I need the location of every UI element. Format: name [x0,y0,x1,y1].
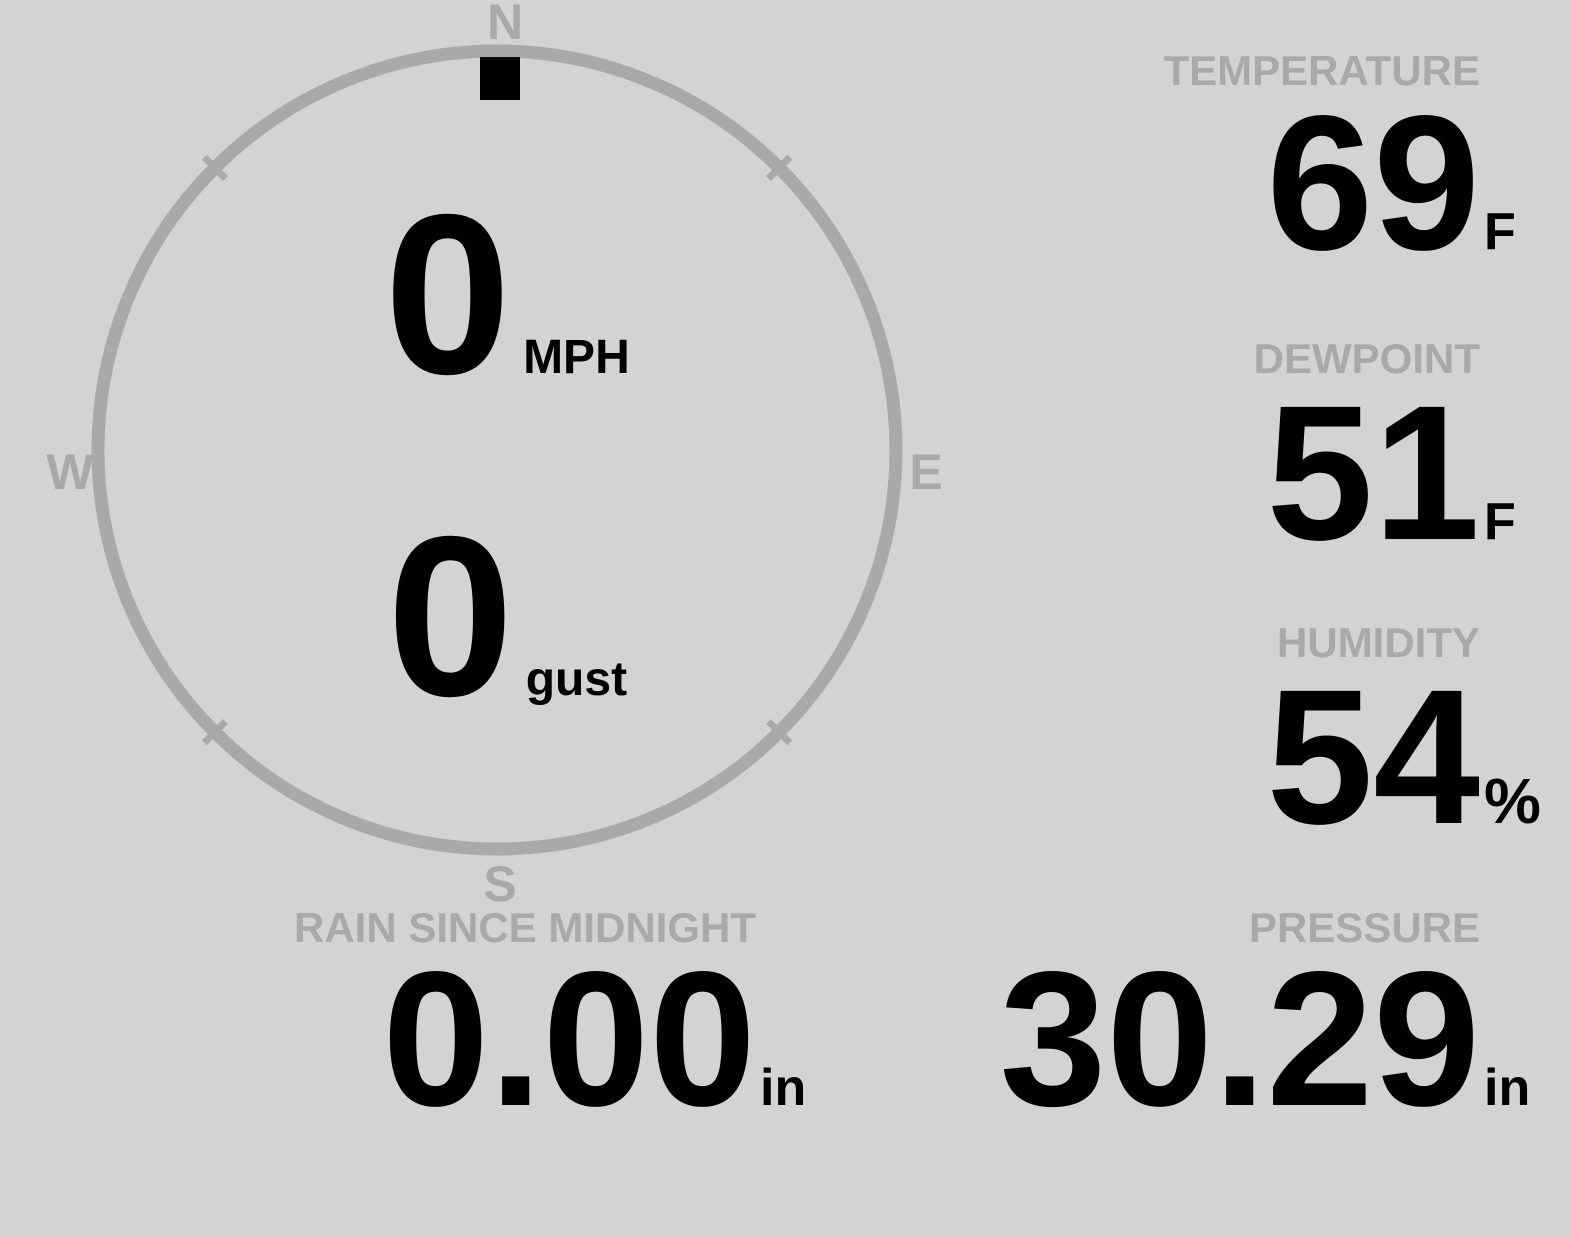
wind-gust-row: 0 gust [107,503,907,731]
temperature-unit: F [1484,203,1516,261]
wind-speed-value: 0 [384,168,512,422]
wind-speed-row: 0 MPH [107,181,907,409]
cardinal-east-label: E [909,444,943,500]
pressure-unit: in [1484,1059,1531,1117]
wind-compass [91,44,903,856]
rain-since-midnight-label: RAIN SINCE MIDNIGHT [294,904,756,951]
pressure-label: PRESSURE [1248,904,1480,951]
humidity-unit: % [1484,765,1541,837]
wind-gust-value: 0 [386,490,514,744]
wind-speed-unit: MPH [523,331,630,384]
wind-gust-unit: gust [525,653,628,706]
compass-intercardinal-ticks [201,154,793,746]
rain-since-midnight-unit: in [760,1059,807,1117]
humidity-value: 54 [1266,649,1480,864]
cardinal-north-label: N [486,0,524,50]
pressure-value-row: 30.29 in [924,943,1564,1135]
temperature-value-row: 69 F [924,87,1564,279]
pressure-value: 30.29 [999,931,1480,1146]
dewpoint-value: 51 [1266,365,1480,580]
dewpoint-unit: F [1484,493,1516,551]
cardinal-west-label: W [46,444,94,500]
dewpoint-label: DEWPOINT [1253,335,1480,382]
temperature-value: 69 [1266,75,1480,290]
compass-ring [91,44,903,856]
humidity-value-row: 54 % [924,661,1564,853]
humidity-label: HUMIDITY [1277,619,1480,666]
dewpoint-value-row: 51 F [924,377,1564,569]
temperature-label: TEMPERATURE [1163,47,1480,94]
rain-since-midnight-value-row: 0.00 in [100,943,840,1135]
cardinal-south-label: S [483,856,517,912]
rain-since-midnight-value: 0.00 [382,931,756,1146]
wind-direction-marker [480,57,520,100]
